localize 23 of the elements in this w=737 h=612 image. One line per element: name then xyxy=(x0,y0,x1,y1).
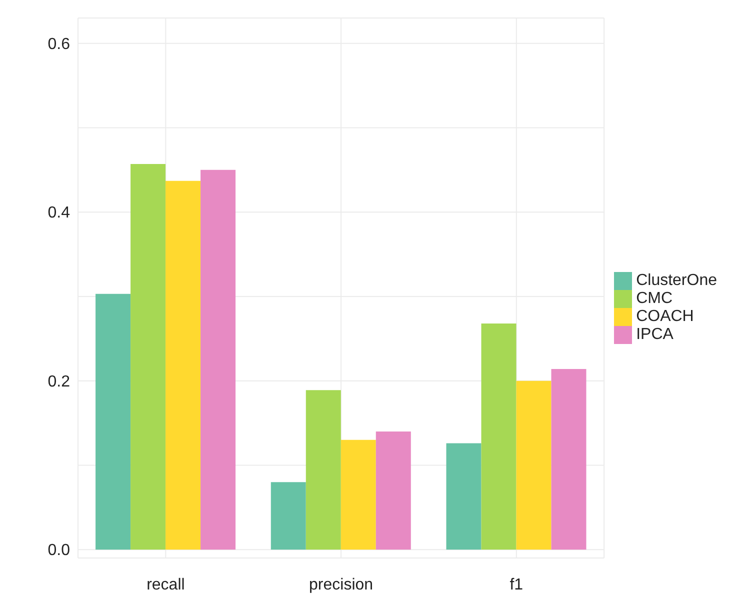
legend-label: COACH xyxy=(636,308,694,326)
bar xyxy=(516,380,552,550)
legend-label: IPCA xyxy=(636,326,674,344)
y-tick-label: 0.2 xyxy=(48,373,70,390)
bar xyxy=(306,390,341,550)
x-tick-label: recall xyxy=(146,576,185,594)
x-tick-label: precision xyxy=(309,576,374,594)
y-tick-label: 0.0 xyxy=(48,542,70,560)
y-tick-label: 0.4 xyxy=(48,204,70,222)
bar xyxy=(481,323,516,550)
legend-label: ClusterOne xyxy=(636,272,717,289)
x-tick-label: f1 xyxy=(510,576,524,594)
bar xyxy=(200,170,236,550)
y-tick-label: 0.6 xyxy=(48,36,70,53)
bar xyxy=(270,482,306,550)
bar xyxy=(340,440,376,550)
bar xyxy=(166,180,201,550)
bar xyxy=(446,443,482,550)
legend-label: CMC xyxy=(636,290,673,307)
bar xyxy=(130,164,166,550)
bar xyxy=(376,431,411,550)
bar xyxy=(551,369,586,550)
bar xyxy=(96,294,131,550)
